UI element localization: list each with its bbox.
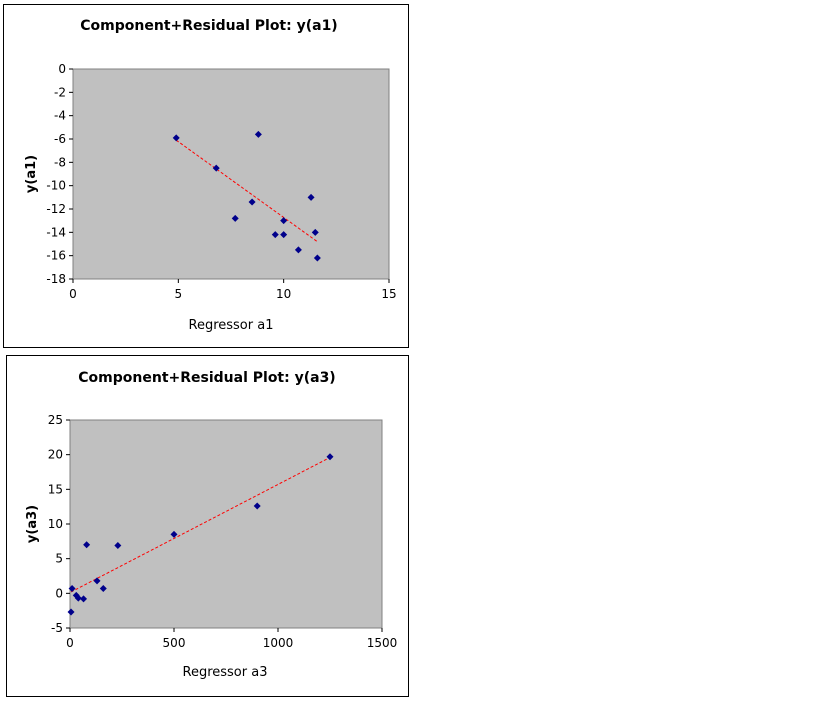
chart-a1-ytick-label: -8 [54,155,66,169]
chart-a1-data-point [271,231,279,239]
chart-a3: Component+Residual Plot: y(a3) 25 20 15 10 5… [6,355,409,697]
chart-a3-ytick-label: 10 [48,517,63,531]
chart-a3-xtick-label: 500 [163,636,186,650]
chart-a3-title: Component+Residual Plot: y(a3) [78,370,335,386]
chart-a1-data-point [280,231,288,239]
chart-a1-ylabel: y(a1) [24,155,39,193]
chart-a1-data-point [280,217,288,225]
chart-a3-data-point [83,541,91,549]
chart-a3-data-point [93,577,101,585]
chart-a1: Component+Residual Plot: y(a1) 0 -2 -4 -6 -8… [3,4,409,348]
chart-a1-data-point [294,246,302,254]
chart-a3-ytick-label: 20 [48,448,63,462]
chart-a1-ytick-label: -4 [54,109,66,123]
chart-a3-data-point [253,502,261,510]
chart-a3-ytick-label: 15 [48,482,63,496]
chart-a1-data-point [248,198,256,206]
chart-a3-ytick-label: 5 [55,552,63,566]
chart-a3-xticks: 0 500 1000 1500 [66,628,397,650]
chart-a1-data-point [231,214,239,222]
chart-a3-data-point [99,584,107,592]
chart-a1-ytick-label: -12 [46,202,66,216]
chart-a3-xtick-label: 0 [66,636,74,650]
chart-a1-ytick-label: 0 [58,62,66,76]
chart-a1-data-point [212,164,220,172]
chart-a1-xticks: 0 5 10 15 [69,279,397,301]
chart-a3-ytick-label: -5 [51,621,63,635]
chart-a3-data-point [74,594,82,602]
chart-a1-data-point [172,134,180,142]
chart-a3-yticks: 25 20 15 10 5 0 -5 [48,413,70,635]
chart-a1-points [172,130,321,262]
chart-a3-trendline [70,456,331,593]
chart-a1-xtick-label: 15 [381,287,396,301]
chart-a1-plot-area [72,68,390,280]
chart-a3-data-point [67,608,75,616]
chart-a1-data-point [311,228,319,236]
chart-a1-data-point [313,254,321,262]
chart-a1-ytick-label: -2 [54,85,66,99]
chart-a1-yticks: 0 -2 -4 -6 -8 -10 -12 -14 -16 -18 [46,62,73,286]
chart-a1-ytick-label: -18 [46,272,66,286]
chart-a3-xlabel: Regressor a3 [183,665,268,680]
chart-a1-xtick-label: 5 [175,287,183,301]
chart-a1-xtick-label: 0 [69,287,77,301]
chart-a3-ytick-label: 0 [55,586,63,600]
chart-a1-trendline [175,139,318,243]
chart-a1-svg: Component+Residual Plot: y(a1) 0 -2 -4 -6 -8… [24,18,397,333]
chart-a3-data-point [170,530,178,538]
chart-a1-ytick-label: -6 [54,132,66,146]
chart-a3-data-point [114,541,122,549]
chart-a1-ytick-label: -10 [46,179,66,193]
chart-a3-ylabel: y(a3) [25,505,40,543]
chart-a1-data-point [307,193,315,201]
chart-a3-data-point [68,584,76,592]
chart-a1-ytick-label: -14 [46,225,66,239]
chart-a1-xtick-label: 10 [276,287,291,301]
chart-a3-xtick-label: 1000 [263,636,294,650]
chart-a1-ytick-label: -16 [46,249,66,263]
chart-a3-plot-area [69,419,383,629]
chart-a3-svg: Component+Residual Plot: y(a3) 25 20 15 10 5… [25,370,397,680]
chart-a1-xlabel: Regressor a1 [189,318,274,333]
chart-a3-xtick-label: 1500 [367,636,398,650]
chart-a3-ytick-label: 25 [48,413,63,427]
chart-a3-data-point [80,595,88,603]
chart-a3-points [67,453,334,616]
chart-a1-title: Component+Residual Plot: y(a1) [80,18,337,34]
chart-a3-data-point [326,453,334,461]
